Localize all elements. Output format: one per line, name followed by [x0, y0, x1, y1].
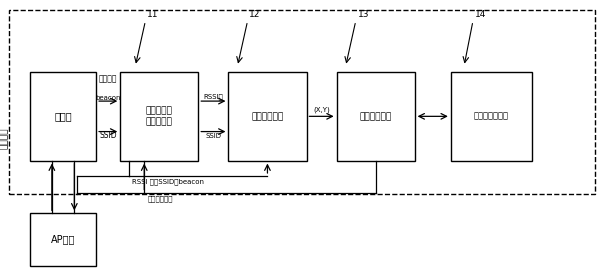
- Text: RSSI值: RSSI值: [204, 94, 223, 100]
- Bar: [9, 10, 595, 194]
- Text: AP节点: AP节点: [51, 235, 75, 245]
- Bar: [30, 72, 96, 161]
- Bar: [451, 72, 532, 161]
- Text: 传输信号: 传输信号: [99, 75, 117, 83]
- Text: 14: 14: [475, 11, 486, 19]
- Text: SSID: SSID: [99, 131, 117, 140]
- Text: 基本信息: 基本信息: [1, 128, 9, 149]
- Text: SSID: SSID: [206, 133, 221, 139]
- Bar: [337, 72, 415, 161]
- Bar: [30, 213, 96, 266]
- Text: (X,Y): (X,Y): [313, 106, 330, 113]
- Text: 修正定位结果: 修正定位结果: [147, 195, 172, 202]
- Text: beacon: beacon: [96, 94, 121, 101]
- Text: 11: 11: [147, 11, 159, 19]
- Text: RSSI 值、SSID、beacon: RSSI 值、SSID、beacon: [132, 179, 204, 185]
- Text: 测量点: 测量点: [54, 111, 72, 121]
- Text: 基本定位信
息处理单元: 基本定位信 息处理单元: [146, 107, 172, 126]
- Bar: [120, 72, 198, 161]
- Text: 初步定位单元: 初步定位单元: [251, 112, 284, 121]
- Text: 修正定位单元: 修正定位单元: [359, 112, 392, 121]
- Text: 13: 13: [358, 11, 369, 19]
- Text: 12: 12: [249, 11, 261, 19]
- Text: 方向性信息单元: 方向性信息单元: [474, 112, 509, 121]
- Bar: [228, 72, 307, 161]
